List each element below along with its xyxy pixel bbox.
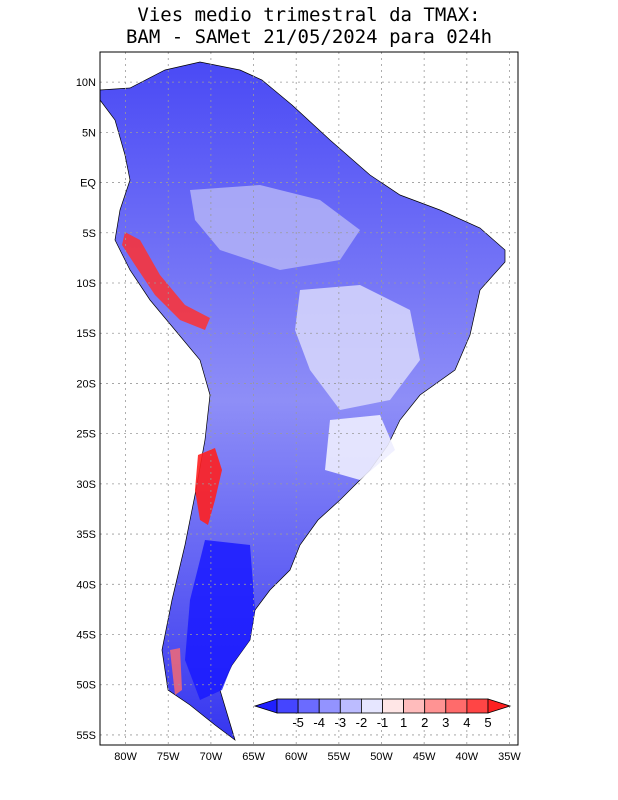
colorbar-label: 4 (463, 715, 470, 730)
grid-lines (100, 52, 518, 745)
chart-title-line1: Vies medio trimestral da TMAX: (137, 4, 481, 26)
lat-tick-label: 5N (82, 127, 96, 139)
lat-tick-label: 35S (76, 529, 96, 541)
colorbar: -5 -4 -3 -2 -1 1 2 3 4 5 (253, 698, 512, 730)
lat-tick-label: 55S (76, 730, 96, 742)
colorbar-label: -4 (313, 715, 325, 730)
colorbar-swatch (445, 698, 468, 714)
colorbar-swatch (297, 698, 320, 714)
lon-tick-label: 40W (456, 751, 479, 763)
continent-layer (100, 61, 506, 741)
warm-bias-central-andes (195, 448, 222, 525)
lat-tick-label: 10N (76, 77, 96, 89)
warm-bias-patagonia (170, 648, 182, 695)
lon-tick-label: 50W (370, 751, 393, 763)
brazil-central-patch (295, 285, 420, 410)
lat-tick-label: 45S (76, 630, 96, 642)
lat-tick-label: 10S (76, 278, 96, 290)
longitude-tick-labels: 80W 75W 70W 65W 60W 55W 50W 45W 40W 35W (114, 751, 521, 763)
colorbar-low-arrow (253, 698, 278, 714)
colorbar-label: 5 (484, 715, 491, 730)
lon-tick-label: 80W (114, 751, 137, 763)
colorbar-label: 3 (442, 715, 449, 730)
lon-tick-label: 35W (498, 751, 521, 763)
lat-tick-label: 40S (76, 579, 96, 591)
colorbar-label: 1 (400, 715, 407, 730)
colorbar-label: -3 (335, 715, 347, 730)
colorbar-swatch (276, 698, 299, 714)
southeast-patch (325, 415, 395, 480)
colorbar-swatch (424, 698, 447, 714)
lon-tick-label: 45W (413, 751, 436, 763)
colorbar-swatch (318, 698, 341, 714)
chart-title-line2: BAM - SAMet 21/05/2024 para 024h (125, 26, 493, 48)
lat-tick-label: 15S (76, 328, 96, 340)
lat-tick-label: 30S (76, 479, 96, 491)
colorbar-swatch (339, 698, 362, 714)
lon-tick-label: 65W (242, 751, 265, 763)
south-america-landmass (100, 61, 506, 741)
lon-tick-label: 70W (200, 751, 223, 763)
colorbar-label: -5 (292, 715, 304, 730)
lat-tick-label: 25S (76, 429, 96, 441)
colorbar-label: -1 (377, 715, 389, 730)
colorbar-swatch (360, 698, 383, 714)
lat-tick-label: 20S (76, 378, 96, 390)
lat-tick-label: 5S (83, 228, 96, 240)
lon-tick-label: 75W (157, 751, 180, 763)
map-frame (99, 51, 519, 746)
lat-tick-label: EQ (80, 178, 96, 190)
colorbar-label: 2 (421, 715, 428, 730)
colorbar-high-arrow (487, 698, 512, 714)
lon-tick-label: 55W (328, 751, 351, 763)
warm-bias-peru (122, 232, 210, 330)
latitude-tick-labels: 10N 5N EQ 5S 10S 15S 20S 25S 30S 35S 40S 45S 50S 55S (76, 77, 97, 742)
lon-tick-label: 60W (285, 751, 308, 763)
colorbar-swatch (403, 698, 426, 714)
amazon-patch (190, 185, 360, 270)
colorbar-label: -2 (356, 715, 368, 730)
cold-bias-southern-cone (185, 540, 255, 700)
colorbar-swatch (466, 698, 489, 714)
lat-tick-label: 50S (76, 680, 96, 692)
colorbar-swatch (382, 698, 405, 714)
